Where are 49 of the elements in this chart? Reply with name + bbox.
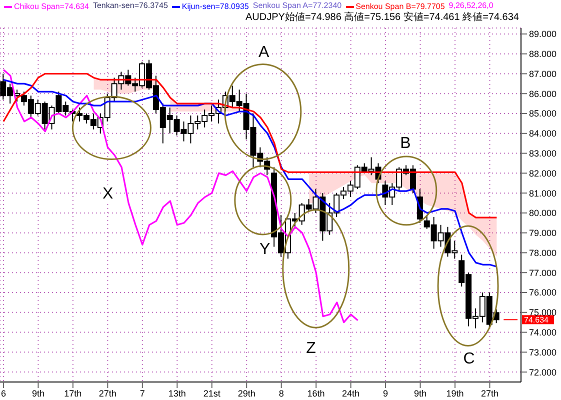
x-tick-label: 19th	[446, 388, 464, 398]
y-tick-label: 82.000	[529, 168, 557, 178]
y-tick-label: 86.000	[529, 88, 557, 99]
y-tick-label: 89.000	[529, 29, 557, 40]
annotation: B	[400, 135, 411, 152]
x-tick-label: 17th	[64, 388, 82, 398]
y-tick-label: 73.000	[529, 347, 557, 358]
y-tick-label: 80.000	[529, 208, 557, 218]
annotation: X	[102, 186, 114, 203]
x-tick-label: 6	[0, 388, 6, 398]
x-tick-label: 13th	[168, 388, 186, 398]
annotation: Z	[306, 340, 316, 357]
x-tick-label: 24th	[342, 388, 360, 398]
x-tick-label: 27th	[98, 388, 116, 398]
x-tick-label: 29th	[238, 388, 256, 398]
y-tick-label: 76.000	[529, 288, 557, 298]
y-tick-label: 81.000	[529, 188, 557, 198]
text: Tenkan-sen=76.3745	[92, 1, 168, 10]
x-tick-label: 9th	[414, 388, 427, 398]
x-tick-label: 16th	[307, 388, 325, 398]
text: 9,26,52,26,0	[448, 1, 494, 10]
y-tick-label: 79.000	[529, 228, 557, 238]
annotation: A	[258, 44, 270, 61]
x-tick-label: 9th	[32, 388, 44, 398]
annotation: C	[463, 350, 475, 368]
x-tick-label: 8	[278, 388, 284, 398]
line-series	[2, 78, 498, 268]
y-tick-label: 87.000	[529, 68, 557, 79]
x-tick-label: 7	[140, 388, 145, 398]
annotation: Y	[260, 240, 270, 258]
y-tick-label: 78.000	[529, 248, 557, 258]
legend-label: Kijun-sen=78.0935	[180, 2, 249, 12]
line-series	[2, 68, 359, 324]
x-tick-label: 27th	[480, 388, 499, 398]
legend-label: Chikou Span=74.634	[13, 2, 89, 12]
y-tick-label: 84.000	[529, 128, 557, 139]
y-tick-label: 88.000	[529, 49, 557, 60]
line-series	[2, 72, 498, 218]
y-tick-label: 74.000	[529, 327, 557, 338]
text: Senkou Span A=77.2340	[252, 1, 342, 10]
y-tick-label: 72.000	[529, 367, 557, 378]
x-tick-label: 9	[383, 388, 388, 398]
ref-line-label: 74.634	[524, 316, 550, 325]
x-tick-label: 21st	[203, 388, 221, 398]
chart-title: AUDJPY始値=74.986 高値=75.156 安値=74.461 終値=74.634	[246, 12, 519, 24]
legend-label: Senkou Span B=79.7705	[354, 2, 445, 12]
y-tick-label: 83.000	[529, 148, 557, 158]
y-tick-label: 77.000	[529, 268, 557, 278]
y-tick-label: 85.000	[529, 108, 557, 119]
